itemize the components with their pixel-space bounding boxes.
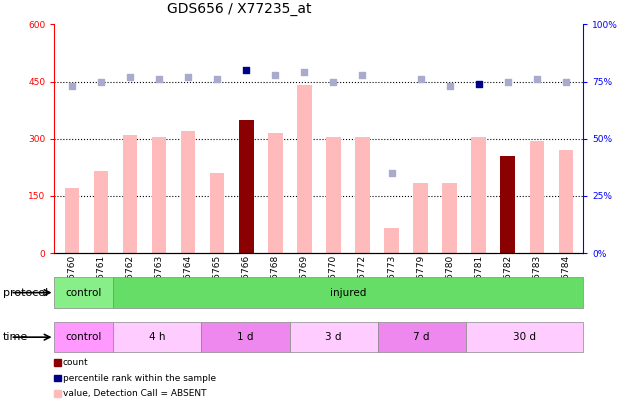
- Point: [183, 74, 194, 80]
- Point: [444, 83, 454, 90]
- Bar: [94, 171, 108, 253]
- Text: value, Detection Call = ABSENT: value, Detection Call = ABSENT: [63, 389, 206, 398]
- Text: 3 d: 3 d: [326, 332, 342, 342]
- Text: GDS656 / X77235_at: GDS656 / X77235_at: [167, 2, 312, 16]
- Point: [96, 78, 106, 85]
- Bar: [152, 137, 167, 253]
- Point: [154, 76, 164, 83]
- Text: protocol: protocol: [3, 288, 49, 298]
- Bar: [471, 137, 486, 253]
- Bar: [326, 137, 340, 253]
- Bar: [113, 322, 201, 352]
- Bar: [65, 188, 79, 253]
- Bar: [466, 322, 583, 352]
- Text: 7 d: 7 d: [413, 332, 430, 342]
- Point: [328, 78, 338, 85]
- Bar: [181, 131, 196, 253]
- Point: [212, 76, 222, 83]
- Bar: [123, 135, 137, 253]
- Bar: [54, 277, 113, 308]
- Bar: [378, 322, 466, 352]
- Text: injured: injured: [330, 288, 367, 298]
- Bar: [297, 85, 312, 253]
- Point: [415, 76, 426, 83]
- Text: 1 d: 1 d: [237, 332, 254, 342]
- Point: [503, 78, 513, 85]
- Point: [474, 81, 484, 87]
- Bar: [384, 228, 399, 253]
- Bar: [501, 156, 515, 253]
- Bar: [239, 119, 254, 253]
- Bar: [113, 277, 583, 308]
- Point: [357, 71, 367, 78]
- Bar: [355, 137, 370, 253]
- Bar: [558, 150, 573, 253]
- Bar: [201, 322, 290, 352]
- Point: [299, 69, 310, 76]
- Bar: [413, 183, 428, 253]
- Text: control: control: [65, 288, 102, 298]
- Text: control: control: [65, 332, 102, 342]
- Bar: [268, 133, 283, 253]
- Point: [125, 74, 135, 80]
- Point: [561, 78, 571, 85]
- Bar: [54, 322, 113, 352]
- Point: [531, 76, 542, 83]
- Text: time: time: [3, 332, 28, 342]
- Point: [241, 67, 251, 73]
- Point: [67, 83, 77, 90]
- Text: count: count: [63, 358, 88, 367]
- Point: [387, 170, 397, 176]
- Text: 30 d: 30 d: [513, 332, 536, 342]
- Bar: [442, 183, 457, 253]
- Point: [271, 71, 281, 78]
- Text: percentile rank within the sample: percentile rank within the sample: [63, 373, 216, 383]
- Bar: [529, 141, 544, 253]
- Bar: [290, 322, 378, 352]
- Text: 4 h: 4 h: [149, 332, 165, 342]
- Bar: [210, 173, 224, 253]
